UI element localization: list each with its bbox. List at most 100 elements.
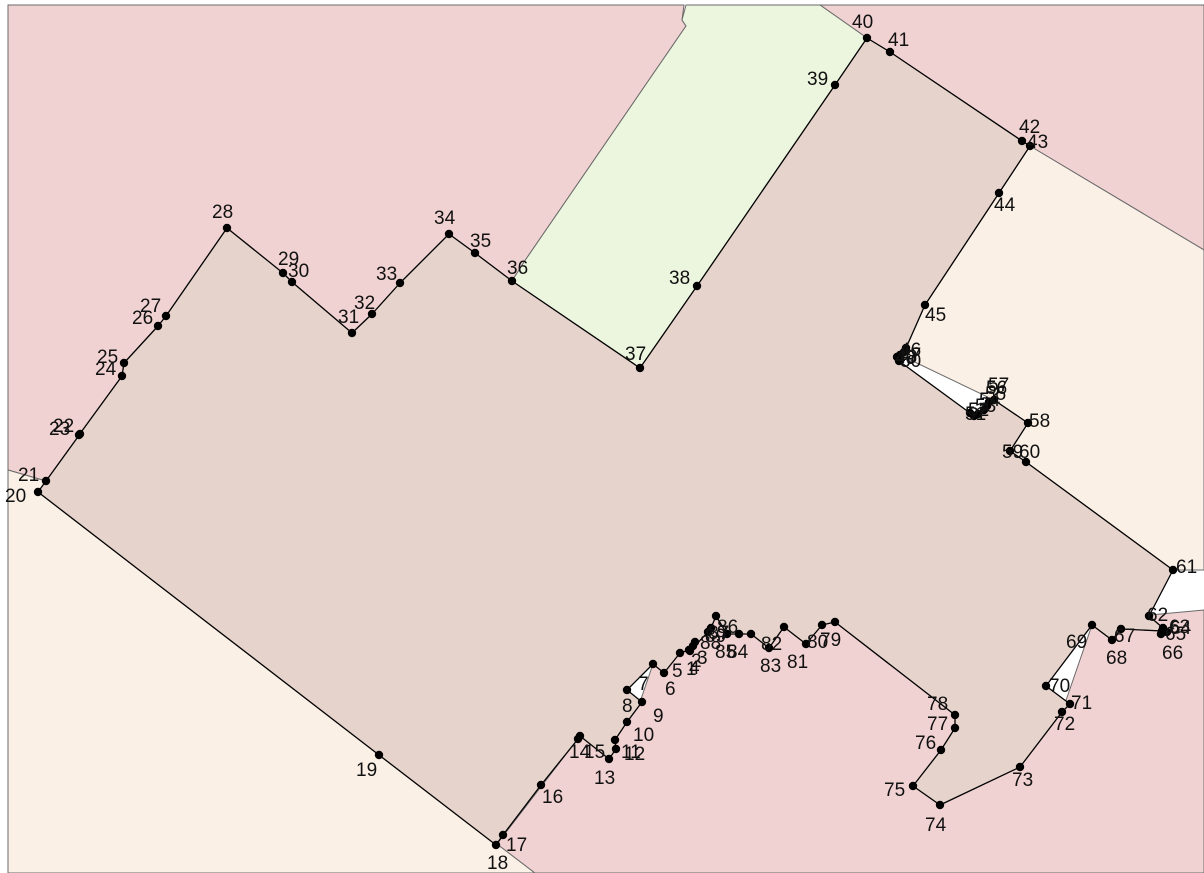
- vertex-marker-81[interactable]: [801, 639, 811, 649]
- vertex-marker-61[interactable]: [1168, 565, 1178, 575]
- vertex-marker-23[interactable]: [74, 430, 84, 440]
- vertex-marker-68[interactable]: [1107, 635, 1117, 645]
- vertex-marker-50[interactable]: [894, 356, 904, 366]
- vertex-marker-28[interactable]: [222, 223, 232, 233]
- vertex-marker-66[interactable]: [1157, 626, 1167, 636]
- vertex-marker-20[interactable]: [33, 487, 43, 497]
- vertex-marker-79[interactable]: [830, 617, 840, 627]
- vertex-marker-13[interactable]: [604, 754, 614, 764]
- vertex-marker-70[interactable]: [1041, 681, 1051, 691]
- vertex-marker-19[interactable]: [374, 750, 384, 760]
- vertex-marker-38[interactable]: [692, 281, 702, 291]
- vertex-marker-85[interactable]: [734, 629, 744, 639]
- vertex-marker-45[interactable]: [920, 300, 930, 310]
- vertex-marker-80[interactable]: [817, 620, 827, 630]
- vertex-marker-21[interactable]: [41, 476, 51, 486]
- vertex-marker-39[interactable]: [830, 80, 840, 90]
- vertex-marker-25[interactable]: [119, 358, 129, 368]
- vertex-marker-5[interactable]: [675, 648, 685, 658]
- vertex-marker-53[interactable]: [973, 409, 983, 419]
- vertex-marker-59[interactable]: [1005, 446, 1015, 456]
- vertex-marker-40[interactable]: [862, 33, 872, 43]
- vertex-marker-89[interactable]: [703, 627, 713, 637]
- vertex-label-6: 6: [665, 679, 676, 700]
- vertex-label-71: 71: [1071, 693, 1092, 714]
- vertex-label-8: 8: [622, 696, 633, 717]
- vertex-marker-16[interactable]: [536, 780, 546, 790]
- vertex-marker-29[interactable]: [278, 268, 288, 278]
- subject-parcel[interactable]: [37, 37, 1174, 846]
- vertex-marker-43[interactable]: [1025, 141, 1035, 151]
- vertex-label-43: 43: [1027, 132, 1048, 153]
- vertex-marker-30[interactable]: [287, 277, 297, 287]
- vertex-marker-3[interactable]: [690, 637, 700, 647]
- vertex-marker-72[interactable]: [1057, 707, 1067, 717]
- vertex-marker-31[interactable]: [347, 328, 357, 338]
- vertex-marker-32[interactable]: [367, 309, 377, 319]
- vertex-marker-78[interactable]: [950, 710, 960, 720]
- vertex-marker-69[interactable]: [1087, 620, 1097, 630]
- vertex-label-59: 59: [1002, 442, 1023, 463]
- vertex-marker-87[interactable]: [711, 611, 721, 621]
- vertex-marker-17[interactable]: [498, 830, 508, 840]
- vertex-label-10: 10: [633, 725, 654, 746]
- vertex-marker-42[interactable]: [1017, 136, 1027, 146]
- vertex-label-70: 70: [1049, 676, 1070, 697]
- vertex-marker-57[interactable]: [989, 395, 999, 405]
- vertex-label-29: 29: [278, 249, 299, 270]
- vertex-marker-15[interactable]: [573, 734, 583, 744]
- vertex-label-83: 83: [760, 656, 781, 677]
- vertex-label-28: 28: [212, 202, 233, 223]
- vertex-marker-44[interactable]: [994, 188, 1004, 198]
- vertex-label-85: 85: [715, 642, 736, 663]
- subject-parcel-outline[interactable]: [37, 37, 1174, 846]
- vertex-label-49: 49: [895, 348, 916, 369]
- vertex-marker-11[interactable]: [610, 735, 620, 745]
- vertex-marker-27[interactable]: [161, 311, 171, 321]
- vertex-marker-41[interactable]: [885, 47, 895, 57]
- vertex-label-62: 62: [1147, 605, 1168, 626]
- vertex-marker-26[interactable]: [153, 321, 163, 331]
- vertex-marker-83[interactable]: [764, 643, 774, 653]
- vertex-marker-18[interactable]: [491, 840, 501, 850]
- vertex-marker-84[interactable]: [746, 629, 756, 639]
- vertex-marker-58[interactable]: [1023, 418, 1033, 428]
- vertex-label-2: 2: [691, 651, 702, 672]
- vertex-marker-33[interactable]: [395, 278, 405, 288]
- vertex-label-76: 76: [915, 733, 936, 754]
- vertex-marker-6[interactable]: [659, 668, 669, 678]
- vertex-marker-9[interactable]: [637, 697, 647, 707]
- vertex-label-80: 80: [807, 632, 828, 653]
- vertex-label-51: 51: [965, 404, 986, 425]
- vertex-label-58: 58: [1029, 411, 1050, 432]
- vertex-marker-86[interactable]: [722, 629, 732, 639]
- vertex-marker-8[interactable]: [622, 685, 632, 695]
- vertex-label-75: 75: [884, 780, 905, 801]
- vertex-marker-67[interactable]: [1116, 624, 1126, 634]
- vertex-marker-7[interactable]: [648, 659, 658, 669]
- vertex-marker-60[interactable]: [1021, 457, 1031, 467]
- vertex-marker-37[interactable]: [635, 363, 645, 373]
- vertex-label-54: 54: [979, 390, 1001, 411]
- vertex-marker-71[interactable]: [1065, 699, 1075, 709]
- vertex-marker-34[interactable]: [444, 229, 454, 239]
- vertex-marker-75[interactable]: [908, 781, 918, 791]
- vertex-label-57: 57: [988, 375, 1009, 396]
- vertex-marker-36[interactable]: [507, 276, 517, 286]
- vertex-marker-35[interactable]: [470, 248, 480, 258]
- vertex-marker-62[interactable]: [1144, 611, 1154, 621]
- vertex-marker-73[interactable]: [1015, 762, 1025, 772]
- vertex-label-55: 55: [985, 384, 1006, 405]
- vertex-marker-82[interactable]: [779, 622, 789, 632]
- vertex-marker-4[interactable]: [684, 645, 694, 655]
- vertex-label-41: 41: [888, 30, 909, 51]
- vertex-marker-12[interactable]: [611, 744, 621, 754]
- vertex-label-5: 5: [672, 661, 683, 682]
- vertex-marker-77[interactable]: [950, 723, 960, 733]
- vertex-label-16: 16: [542, 787, 563, 808]
- vertex-marker-24[interactable]: [117, 371, 127, 381]
- vertex-marker-74[interactable]: [935, 800, 945, 810]
- vertex-marker-76[interactable]: [936, 745, 946, 755]
- vertex-label-44: 44: [994, 195, 1016, 216]
- vertex-marker-10[interactable]: [622, 717, 632, 727]
